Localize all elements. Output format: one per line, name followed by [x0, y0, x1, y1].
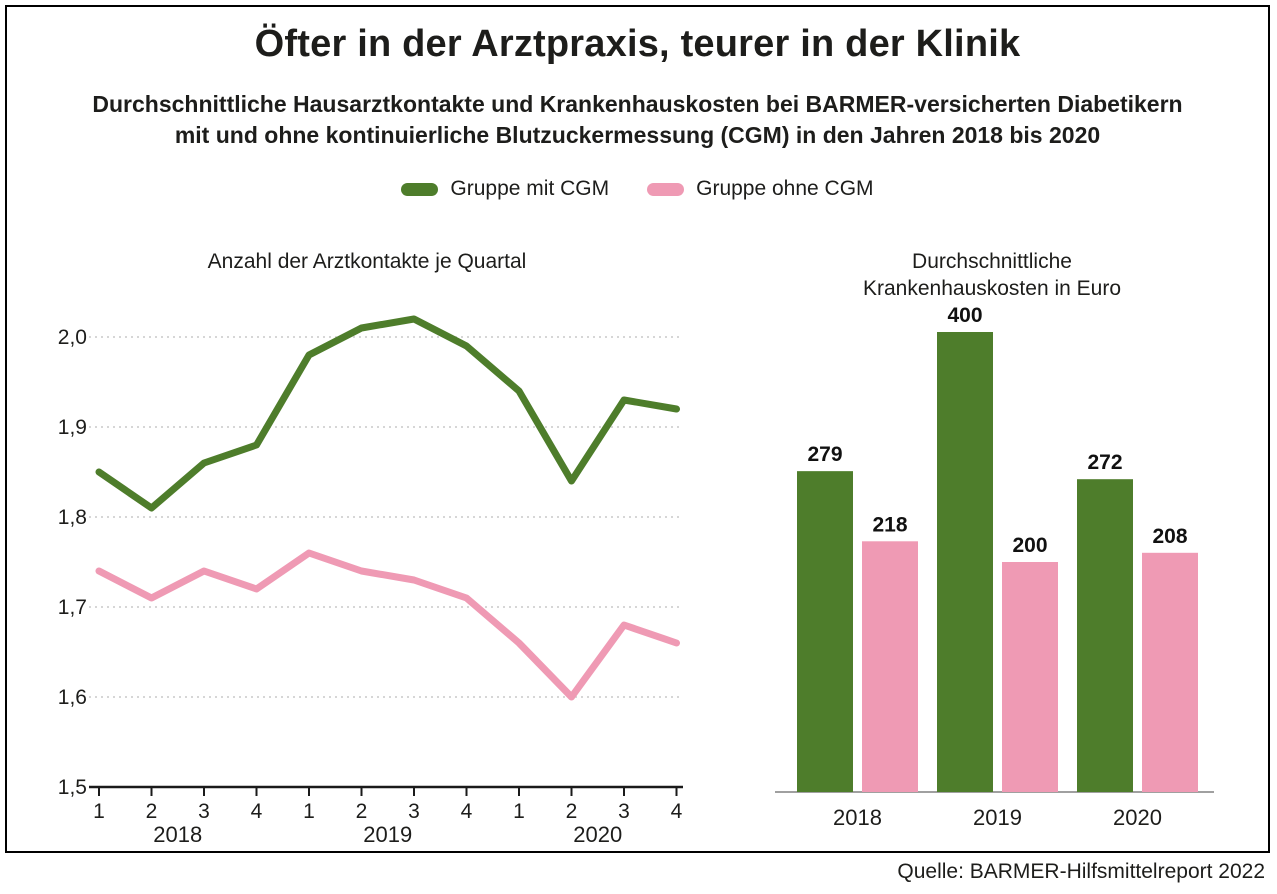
series-line: [95, 315, 680, 512]
x-tick-label: 2: [356, 800, 368, 823]
bar-chart: 279 218 2018 400 200 2019 272 208 2020: [758, 273, 1248, 848]
bar-value-label: 208: [1152, 525, 1187, 548]
page-subtitle-line2: mit und ohne kontinuierliche Blutzuckerm…: [174, 122, 1101, 148]
x-tick-label: 2: [566, 800, 578, 823]
legend-label-ohne-cgm: Gruppe ohne CGM: [696, 177, 874, 200]
legend-item-ohne-cgm: Gruppe ohne CGM: [647, 177, 874, 201]
series-line: [95, 549, 680, 701]
bar-year-label: 2019: [973, 805, 1022, 830]
year-label: 2020: [573, 822, 622, 847]
page-subtitle: Durchschnittliche Hausarztkontakte und K…: [7, 89, 1268, 151]
bar-value-label: 279: [807, 443, 842, 466]
x-tick-label: 3: [198, 800, 210, 823]
year-label: 2019: [363, 822, 412, 847]
y-tick-label: 1,7: [58, 596, 87, 619]
y-tick-label: 1,6: [58, 686, 87, 709]
bar-value-label: 272: [1087, 451, 1122, 474]
x-tick-label: 3: [408, 800, 420, 823]
legend-label-mit-cgm: Gruppe mit CGM: [450, 177, 610, 200]
x-tick-label: 4: [461, 800, 473, 823]
bar-value-label: 200: [1012, 534, 1047, 557]
bar-value-label: 400: [947, 304, 982, 327]
bar-chart-svg: 279 218 2018 400 200 2019 272 208 2020: [775, 304, 1214, 830]
x-tick-label: 1: [93, 800, 105, 823]
bar-value-label: 218: [872, 513, 907, 536]
legend-swatch-pink: [647, 182, 685, 196]
bar-chart-title: Durchschnittliche Krankenhauskosten in E…: [863, 250, 1121, 300]
x-tick-label: 1: [303, 800, 315, 823]
y-tick-label: 1,8: [58, 506, 87, 529]
bar-mit-cgm: [937, 332, 993, 792]
page-title: Öfter in der Arztpraxis, teurer in der K…: [254, 23, 1021, 65]
page-subtitle-line1: Durchschnittliche Hausarztkontakte und K…: [92, 91, 1183, 117]
x-tick-label: 3: [618, 800, 630, 823]
line-chart-title: Anzahl der Arztkontakte je Quartal: [207, 250, 527, 273]
legend-item-mit-cgm: Gruppe mit CGM: [401, 177, 609, 201]
x-tick-label: 4: [251, 800, 263, 823]
source-credit: Quelle: BARMER-Hilfsmittelreport 2022: [897, 860, 1265, 883]
line-chart-svg: 1,5 1,6 1,7 1,8 1,9 2,0 1 2 3 4 1 2 3 4 1 2 3 4 2018 2019 20…: [58, 315, 683, 847]
bar-year-label: 2020: [1113, 805, 1162, 830]
x-tick-label: 4: [671, 800, 683, 823]
chart-legend: Gruppe mit CGM Gruppe ohne CGM: [7, 177, 1268, 201]
x-tick-label: 1: [513, 800, 525, 823]
legend-swatch-green: [401, 182, 439, 196]
bar-mit-cgm: [1077, 479, 1133, 792]
y-tick-label: 1,5: [58, 776, 87, 799]
bar-year-label: 2018: [833, 805, 882, 830]
bar-ohne-cgm: [1142, 552, 1198, 792]
line-chart: 1,5 1,6 1,7 1,8 1,9 2,0 1 2 3 4 1 2 3 4 1 2 3 4 2018 2019 20…: [33, 273, 723, 848]
bar-ohne-cgm: [862, 541, 918, 792]
x-tick-label: 2: [146, 800, 158, 823]
infographic-frame: Öfter in der Arztpraxis, teurer in der K…: [5, 5, 1270, 853]
bar-ohne-cgm: [1002, 562, 1058, 792]
y-tick-label: 1,9: [58, 416, 87, 439]
bar-mit-cgm: [797, 471, 853, 792]
year-label: 2018: [153, 822, 202, 847]
y-tick-label: 2,0: [58, 326, 87, 349]
